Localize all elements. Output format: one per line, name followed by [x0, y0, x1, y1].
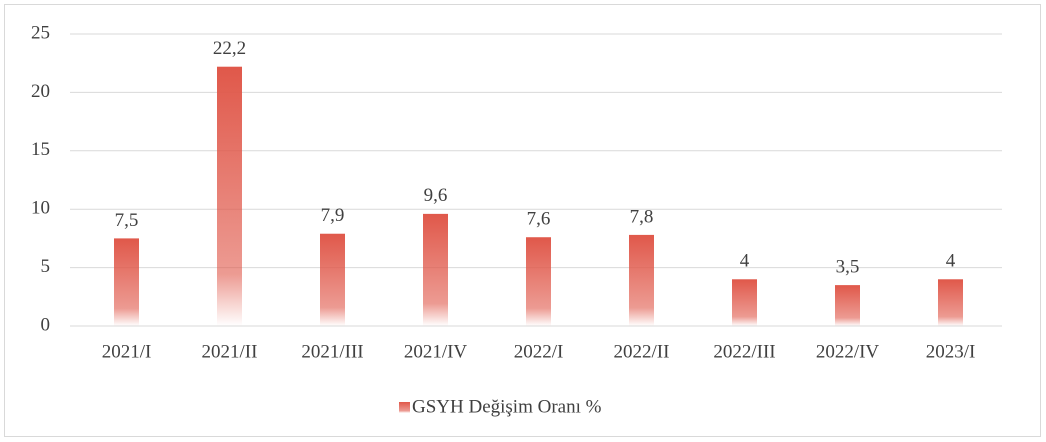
y-tick-label: 10 — [31, 198, 50, 219]
y-tick-label: 20 — [31, 81, 50, 102]
bar — [320, 233, 345, 326]
bar — [217, 66, 242, 326]
data-label: 4 — [946, 251, 956, 272]
y-tick-label: 0 — [41, 314, 51, 335]
legend-swatch — [399, 402, 410, 413]
x-tick-label: 2022/IV — [816, 341, 880, 362]
data-label: 22,2 — [213, 38, 246, 59]
y-tick-label: 5 — [41, 256, 51, 277]
data-label: 7,8 — [630, 206, 654, 227]
y-tick-label: 25 — [31, 22, 50, 43]
data-label: 4 — [740, 251, 750, 272]
bar — [423, 213, 448, 326]
y-tick-label: 15 — [31, 139, 50, 160]
data-label: 7,6 — [527, 209, 551, 230]
bar — [526, 237, 551, 326]
x-tick-label: 2022/I — [514, 341, 564, 362]
bar — [629, 234, 654, 326]
x-tick-label: 2021/III — [301, 341, 363, 362]
bar — [114, 238, 139, 326]
data-label: 7,5 — [115, 210, 139, 231]
x-tick-label: 2021/II — [202, 341, 258, 362]
x-tick-label: 2022/II — [614, 341, 670, 362]
x-tick-label: 2021/I — [102, 341, 152, 362]
bar — [835, 285, 860, 326]
x-tick-label: 2021/IV — [404, 341, 468, 362]
data-label: 3,5 — [836, 256, 860, 277]
data-label: 9,6 — [424, 185, 448, 206]
x-tick-label: 2023/I — [926, 341, 976, 362]
bar — [732, 279, 757, 326]
x-tick-label: 2022/III — [713, 341, 775, 362]
data-label: 7,9 — [321, 205, 345, 226]
legend-label: GSYH Değişim Oranı % — [412, 396, 602, 417]
bar — [938, 279, 963, 326]
chart-border — [4, 4, 1041, 437]
